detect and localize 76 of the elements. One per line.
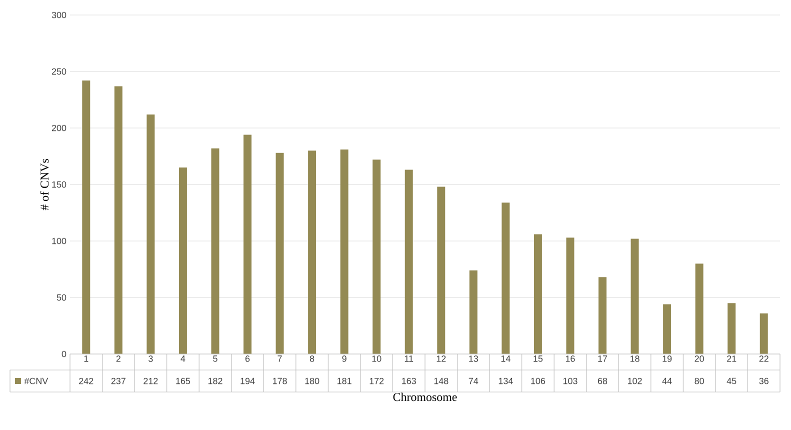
bar [598,277,607,354]
bar [308,150,316,354]
x-tick-label: 10 [372,356,382,362]
data-label: 165 [176,378,190,384]
data-label: 148 [434,378,448,384]
data-label: 163 [402,378,416,384]
x-tick-label: 15 [534,356,543,362]
x-tick-label: 18 [630,356,640,362]
data-label: 80 [694,378,704,384]
x-tick-label: 17 [598,356,608,362]
data-label: 106 [531,378,546,384]
x-tick-label: 16 [566,356,575,362]
bar [760,313,768,354]
x-tick-label: 3 [148,356,153,362]
bar [114,86,122,354]
bar [663,304,672,354]
data-label: 181 [338,378,352,384]
bar [695,264,704,354]
bar [502,202,510,354]
bar [211,148,220,354]
bar [404,170,413,354]
x-tick-label: 4 [180,356,186,362]
x-tick-label: 11 [404,356,414,362]
data-label: 182 [208,378,222,384]
data-label: 102 [628,378,642,384]
x-tick-label: 12 [436,356,446,362]
data-label: 172 [370,378,384,384]
y-tick-label: 0 [62,350,66,358]
data-label: 212 [144,378,158,384]
x-axis-title: Chromosome [393,392,457,402]
bar [340,149,348,354]
y-tick-label: 200 [52,124,66,132]
data-label: 74 [468,378,478,384]
data-label: 68 [598,378,608,384]
y-tick-label: 50 [56,294,66,301]
data-label: 45 [726,378,736,384]
bar [146,114,155,354]
y-axis-title: # of CNVs [40,159,49,210]
data-label: 36 [759,378,768,384]
x-tick-label: 21 [727,356,736,362]
bar [178,168,187,354]
data-label: 180 [305,378,320,384]
bar [469,270,478,354]
x-tick-label: 9 [342,356,346,362]
y-tick-label: 100 [52,238,66,244]
data-label: 134 [498,378,513,384]
x-tick-label: 22 [759,356,768,362]
bar [82,80,90,354]
x-tick-label: 14 [501,356,510,362]
x-tick-label: 20 [694,356,704,362]
x-tick-label: 13 [469,356,478,362]
bar [372,160,381,354]
x-tick-label: 1 [84,356,88,362]
x-tick-label: 8 [310,356,314,362]
x-tick-label: 5 [213,356,218,362]
legend-label: #CNV [24,378,48,384]
data-label: 194 [240,378,255,384]
bar [276,152,284,354]
bar [437,186,446,354]
data-label: 103 [563,378,578,384]
bar [244,134,252,354]
bar [566,238,574,354]
x-tick-label: 7 [278,356,282,362]
bar [728,303,736,354]
y-tick-label: 250 [52,68,66,75]
data-label: 242 [79,378,94,384]
x-tick-label: 19 [662,356,672,362]
y-tick-label: 300 [52,12,66,18]
x-tick-label: 6 [245,356,250,362]
data-label: 237 [111,378,126,384]
bar [630,238,639,354]
data-label: 178 [272,378,287,384]
data-label: 44 [662,378,672,384]
y-tick-label: 150 [52,181,66,188]
bar [534,234,542,354]
x-tick-label: 2 [116,356,120,362]
